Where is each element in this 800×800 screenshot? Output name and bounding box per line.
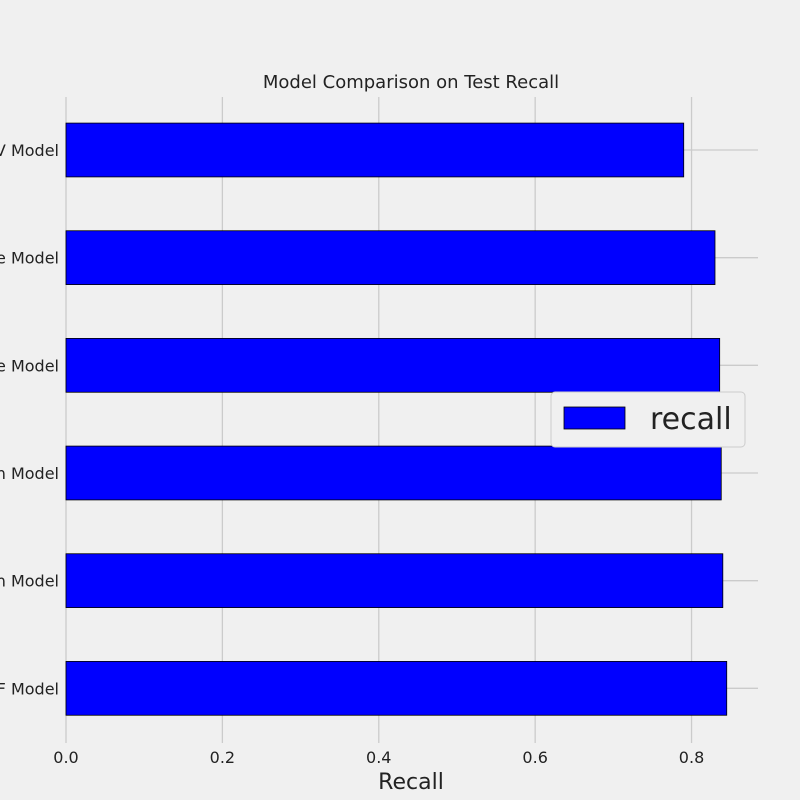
legend: recall: [550, 391, 746, 448]
x-tick-label: 0.8: [679, 748, 704, 767]
y-tick-label: F Model: [0, 679, 59, 698]
x-tick-labels: 0.0 0.2 0.4 0.6 0.8: [53, 748, 704, 767]
legend-swatch: [563, 406, 626, 430]
bar: [65, 230, 716, 285]
legend-label: recall: [650, 402, 732, 437]
y-tick-label: n Model: [0, 572, 59, 591]
bar: [65, 445, 722, 501]
x-tick-label: 0.0: [53, 748, 78, 767]
y-tick-label: e Model: [0, 356, 59, 375]
bar: [65, 553, 724, 608]
y-tick-label: e Model: [0, 249, 59, 268]
bars-layer: [65, 122, 728, 716]
y-tick-labels: V Model e Model e Model n Model n Model F Mod…: [0, 141, 59, 698]
legend-frame: [550, 391, 746, 448]
x-tick-label: 0.2: [210, 748, 235, 767]
chart-title: Model Comparison on Test Recall: [263, 72, 559, 93]
x-tick-label: 0.4: [366, 748, 391, 767]
bar: [65, 122, 685, 178]
bar: [65, 338, 721, 393]
x-tick-label: 0.6: [522, 748, 547, 767]
y-tick-label: n Model: [0, 464, 59, 483]
bar: [65, 661, 728, 716]
x-axis-label: Recall: [378, 770, 444, 795]
y-tick-label: V Model: [0, 141, 59, 160]
